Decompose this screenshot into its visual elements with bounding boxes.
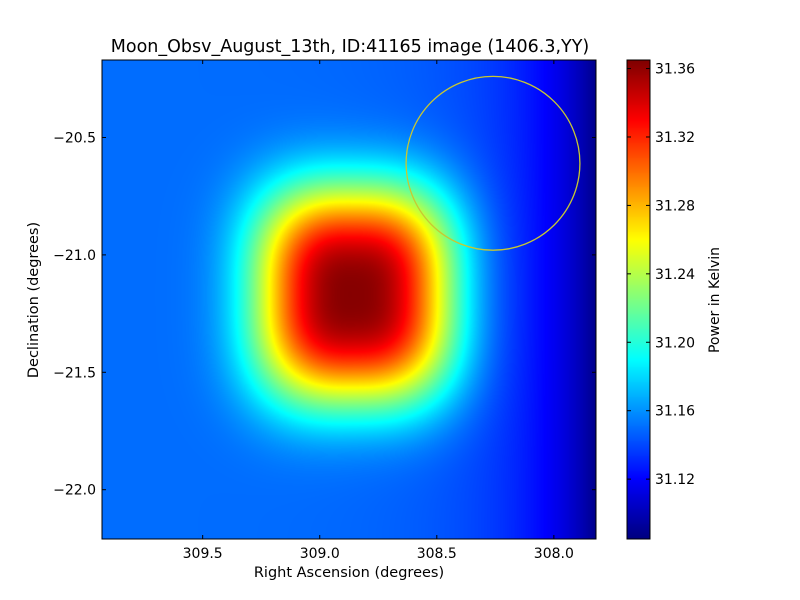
plot-area xyxy=(101,59,597,540)
colorbar-gradient xyxy=(627,60,650,539)
y-axis-label: Declination (degrees) xyxy=(26,222,42,378)
colorbar-tick-label: 31.36 xyxy=(655,62,695,78)
colorbar-tick-label: 31.32 xyxy=(655,130,695,146)
colorbar-tick-label: 31.28 xyxy=(655,198,695,214)
y-tick-label: −21.0 xyxy=(53,248,96,264)
colorbar-tick-label: 31.24 xyxy=(655,267,695,283)
y-tick-label: −20.5 xyxy=(53,130,96,146)
colorbar-label: Power in Kelvin xyxy=(707,247,723,353)
x-tick-label: 309.5 xyxy=(183,546,223,562)
colorbar-ticks: 31.12 31.16 31.20 31.24 31.28 31.32 31.36 xyxy=(627,62,695,488)
plot-frame xyxy=(101,59,597,540)
colorbar-tick-label: 31.20 xyxy=(655,335,695,351)
x-tick-label: 308.5 xyxy=(417,546,457,562)
colorbar-tick-label: 31.16 xyxy=(655,404,695,420)
moon-position-circle xyxy=(405,75,581,251)
y-tick-label: −21.5 xyxy=(53,365,96,381)
chart-title: Moon_Obsv_August_13th, ID:41165 image (1… xyxy=(111,37,589,57)
x-axis-label: Right Ascension (degrees) xyxy=(254,565,444,581)
colorbar-tick-label: 31.12 xyxy=(655,472,695,488)
colorbar-frame xyxy=(626,59,651,540)
x-tick-label: 308.0 xyxy=(534,546,574,562)
x-axis: 309.5 309.0 308.5 308.0 xyxy=(183,60,574,562)
y-axis: −20.5 −21.0 −21.5 −22.0 xyxy=(53,130,596,499)
heatmap-image xyxy=(102,60,596,539)
x-tick-label: 309.0 xyxy=(300,546,340,562)
y-tick-label: −22.0 xyxy=(53,483,96,499)
colorbar: 31.12 31.16 31.20 31.24 31.28 31.32 31.36 Powe… xyxy=(626,59,723,540)
